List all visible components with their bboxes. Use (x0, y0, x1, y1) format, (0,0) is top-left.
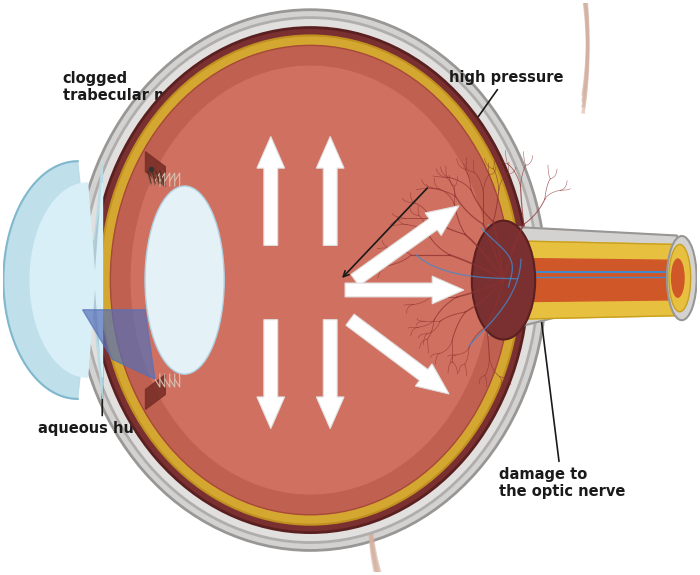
Text: clogged
trabecular meshwork: clogged trabecular meshwork (63, 71, 239, 166)
Ellipse shape (472, 221, 536, 339)
Text: aqueous humor: aqueous humor (38, 342, 167, 436)
FancyArrow shape (345, 276, 464, 304)
Ellipse shape (130, 65, 491, 495)
Ellipse shape (111, 45, 510, 515)
Text: damage to
the optic nerve: damage to the optic nerve (498, 298, 625, 499)
FancyArrow shape (316, 136, 344, 246)
Ellipse shape (145, 186, 224, 374)
Ellipse shape (100, 36, 520, 524)
Ellipse shape (669, 244, 691, 312)
FancyArrow shape (316, 320, 344, 428)
Polygon shape (494, 240, 687, 320)
Polygon shape (30, 183, 102, 377)
FancyArrow shape (257, 320, 285, 428)
Polygon shape (500, 258, 681, 302)
Ellipse shape (75, 10, 546, 550)
FancyArrow shape (257, 136, 285, 246)
Text: high pressure: high pressure (430, 70, 564, 184)
Ellipse shape (92, 28, 528, 532)
Ellipse shape (667, 236, 696, 320)
Ellipse shape (671, 258, 685, 298)
Polygon shape (4, 161, 102, 399)
Polygon shape (83, 310, 155, 379)
Ellipse shape (83, 18, 538, 542)
FancyArrow shape (346, 314, 449, 394)
FancyArrow shape (351, 206, 459, 286)
Polygon shape (489, 225, 692, 335)
